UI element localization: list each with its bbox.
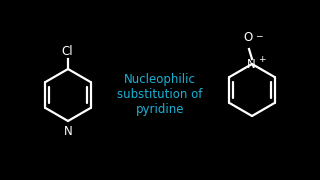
Text: Cl: Cl: [61, 45, 73, 58]
Text: N: N: [247, 57, 255, 71]
Text: pyridine: pyridine: [136, 103, 184, 116]
Text: +: +: [258, 55, 266, 64]
Text: O: O: [244, 31, 252, 44]
Text: substitution of: substitution of: [117, 89, 203, 102]
Text: −: −: [255, 31, 262, 40]
Text: N: N: [64, 125, 72, 138]
Text: Nucleophilic: Nucleophilic: [124, 73, 196, 87]
